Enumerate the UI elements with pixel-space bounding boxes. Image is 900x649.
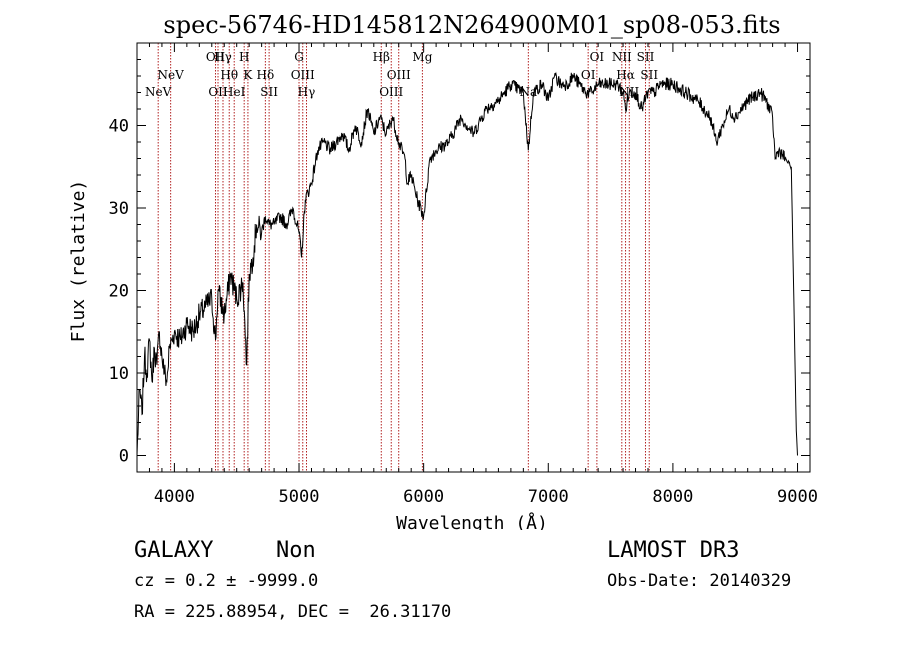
line-label-15: OIII [379,85,403,99]
line-label-10: SII [260,85,278,99]
line-label-24: SII [637,50,655,64]
line-label-0: NeV [145,85,172,99]
y-tick-label: 20 [109,282,129,302]
line-label-14: Hβ [373,50,390,64]
line-label-20: OI [590,50,605,64]
x-tick-label: 6000 [403,487,444,507]
x-axis: 4000 5000 6000 7000 8000 9000 [148,43,818,507]
spectrum-line [136,71,798,456]
y-tick-label: 30 [109,199,129,219]
line-label-9: Hδ [257,68,275,82]
line-label-3: OII [208,85,228,99]
spectrum-chart: spec-56746-HD145812N264900M01_sp08-053.f… [68,11,818,530]
x-axis-label: Wavelength (Å) [396,512,548,530]
line-label-12: OIII [291,68,315,82]
x-tick-label: 9000 [777,487,818,507]
x-tick-label: 7000 [528,487,569,507]
line-label-22: Hα [616,68,635,82]
line-label-1: NeV [158,68,185,82]
line-label-4: Hγ [214,50,232,64]
line-label-2: OII [206,50,226,64]
x-tick-label: 8000 [652,487,693,507]
redshift-readout: cz = 0.2 ± -9999.0 [134,571,319,591]
line-label-25: SII [640,68,658,82]
plot-frame [136,42,811,473]
line-label-8: K [243,68,253,82]
x-tick-label: 5000 [279,487,320,507]
line-label-13: Hγ [298,85,316,99]
x-tick-label: 4000 [154,487,195,507]
spectral-line-markers [157,43,650,472]
survey-name: LAMOST DR3 [607,538,740,563]
y-tick-label: 40 [109,117,129,137]
line-label-21: NII [612,50,632,64]
coordinates-readout: RA = 225.88954, DEC = 26.31170 [134,602,452,622]
line-label-7: H [239,50,249,64]
line-label-5: Hθ [220,68,238,82]
line-label-16: OIII [387,68,411,82]
y-axis-label: Flux (relative) [68,180,89,343]
object-class: GALAXY [134,538,214,563]
y-tick-label: 0 [119,447,129,467]
line-label-17: Mg [412,50,432,64]
y-tick-label: 10 [109,364,129,384]
observation-date: Obs-Date: 20140329 [607,571,792,591]
chart-title: spec-56746-HD145812N264900M01_sp08-053.f… [163,11,780,39]
object-subclass: Non [276,538,316,563]
line-label-11: G [294,50,304,64]
line-label-6: HeI [223,85,246,99]
y-axis: 0 10 20 30 40 [109,59,810,467]
line-label-19: OI [581,68,596,82]
